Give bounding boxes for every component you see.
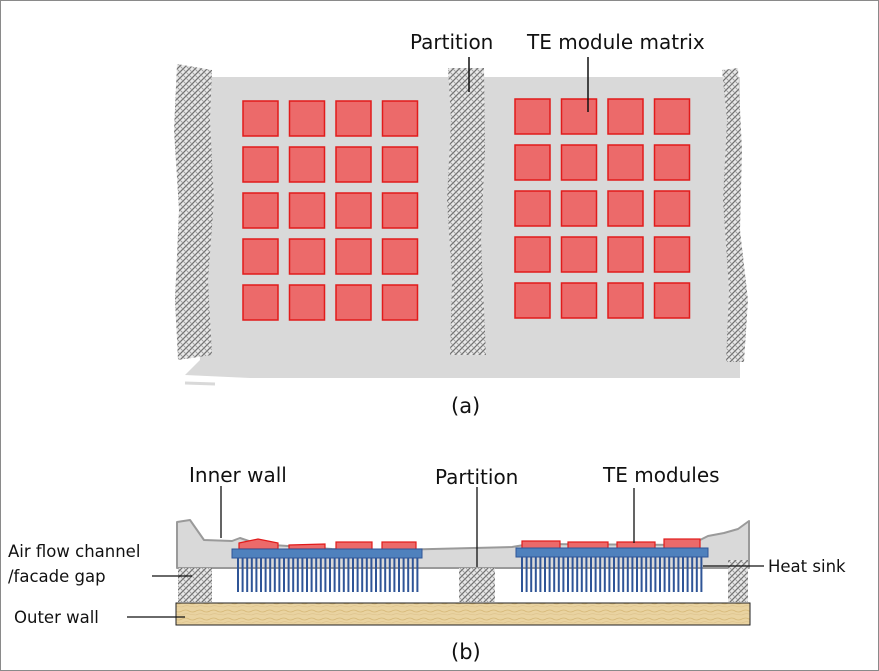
heat-sink-left-base — [231, 548, 423, 559]
outer-wall — [175, 602, 751, 626]
partition-a-label: Partition — [410, 30, 493, 54]
te-module — [381, 192, 419, 229]
right-column-a — [722, 68, 748, 362]
te-module — [560, 282, 598, 319]
partition-a — [447, 68, 486, 355]
caption-a: (a) — [451, 394, 480, 418]
te-module — [288, 192, 326, 229]
caption-b: (b) — [451, 640, 481, 664]
te-module — [653, 98, 691, 135]
te-module — [607, 190, 644, 227]
right-support-b — [728, 560, 748, 602]
figure-a: Partition TE module matrix (a) — [174, 30, 748, 418]
te-module — [335, 238, 372, 275]
te-module — [560, 144, 598, 181]
te-module — [514, 236, 551, 273]
te-module — [607, 282, 644, 319]
te-module — [288, 146, 326, 183]
te-module — [560, 98, 598, 135]
te-module-matrix — [242, 98, 691, 321]
te-module — [335, 100, 372, 137]
heat-sink-fins — [237, 557, 703, 592]
te-module — [381, 100, 419, 137]
te-module — [607, 236, 644, 273]
air-channel-label-line1: Air flow channel — [8, 542, 140, 561]
te-module — [653, 144, 691, 181]
te-module — [335, 192, 372, 229]
outer-wall-label: Outer wall — [14, 608, 99, 627]
te-module — [242, 192, 279, 229]
te-module — [381, 238, 419, 275]
te-module — [514, 144, 551, 181]
te-module — [242, 100, 279, 137]
te-module — [514, 282, 551, 319]
te-module — [653, 190, 691, 227]
te-module — [607, 144, 644, 181]
te-module — [288, 284, 326, 321]
wall-panel-a-edge — [184, 381, 216, 386]
te-module — [288, 238, 326, 275]
te-module — [381, 284, 419, 321]
te-matrix-label: TE module matrix — [526, 30, 705, 54]
left-column-a — [174, 64, 214, 360]
wall-panel-a-bottom — [185, 360, 740, 378]
te-module — [335, 146, 372, 183]
air-channel-label-line2: /facade gap — [8, 567, 106, 586]
figure-b: Inner wall Partition TE modules Air flow… — [8, 463, 846, 664]
te-module — [514, 190, 551, 227]
heat-sink-right-base — [515, 547, 709, 558]
te-module — [381, 146, 419, 183]
te-modules-label: TE modules — [602, 463, 720, 487]
te-module — [514, 98, 551, 135]
te-module — [653, 236, 691, 273]
te-module — [242, 284, 279, 321]
te-module — [335, 284, 372, 321]
partition-b-label: Partition — [435, 465, 518, 489]
te-module — [242, 146, 279, 183]
te-module — [560, 190, 598, 227]
inner-wall-label: Inner wall — [189, 463, 287, 487]
te-module — [560, 236, 598, 273]
te-module — [653, 282, 691, 319]
left-support-b — [178, 568, 212, 602]
te-module — [242, 238, 279, 275]
heat-sink-label: Heat sink — [768, 557, 846, 576]
te-module — [607, 98, 644, 135]
partition-b — [459, 568, 495, 602]
te-module — [288, 100, 326, 137]
